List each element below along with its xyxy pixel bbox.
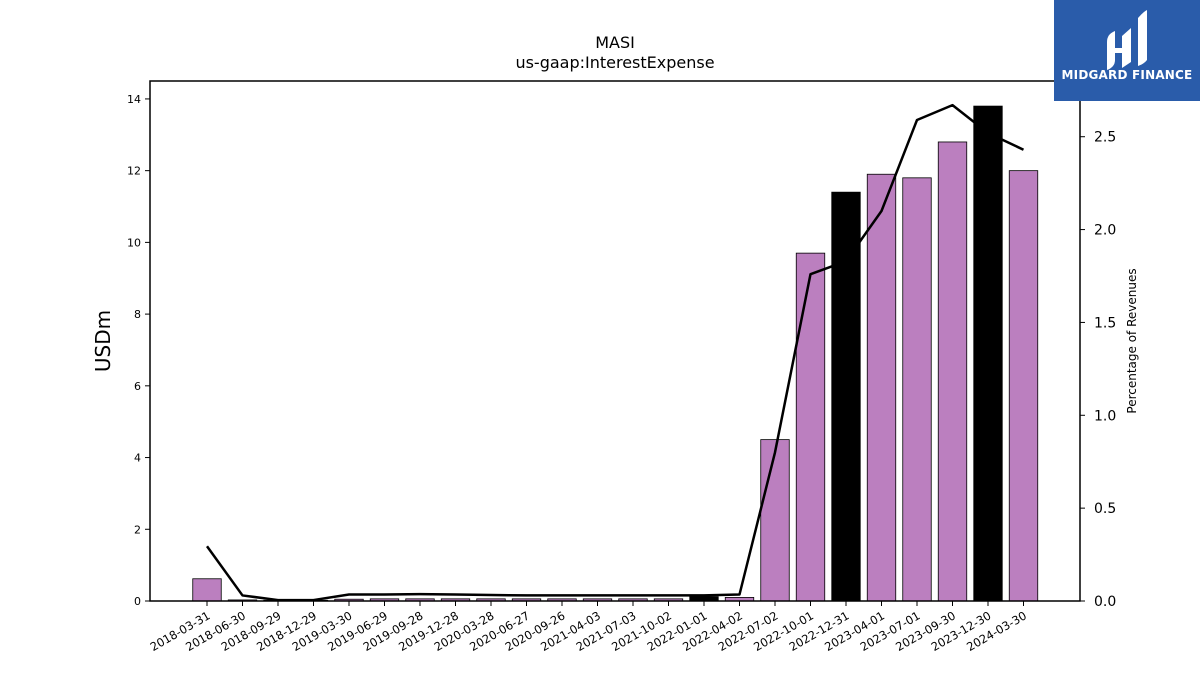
y2-tick-label: 0.0 <box>1094 594 1116 610</box>
y2-tick-label: 0.5 <box>1094 501 1116 517</box>
y2-tick-label: 2.5 <box>1094 130 1116 146</box>
y-tick-label: 6 <box>134 380 141 393</box>
series-line <box>205 103 1025 602</box>
chart-title: MASI <box>595 33 635 52</box>
plot-frame <box>149 80 1081 602</box>
bar <box>795 252 826 602</box>
brand-name: MIDGARD FINANCE <box>1061 68 1193 82</box>
y-tick-label: 14 <box>127 93 141 106</box>
bar <box>973 105 1003 602</box>
bar <box>831 191 861 602</box>
y-axis-ticks: 0 2 4 6 8 10 12 14 <box>127 93 150 608</box>
y2-tick-label: 1.0 <box>1094 408 1116 424</box>
y-tick-label: 10 <box>127 236 141 249</box>
bar <box>937 141 968 602</box>
y2-tick-label: 1.5 <box>1094 315 1116 331</box>
bar <box>1008 170 1039 602</box>
y-tick-label: 2 <box>134 523 141 536</box>
y2-axis-ticks: 0.0 0.5 1.0 1.5 2.0 2.5 <box>1080 130 1116 610</box>
brand-logo: MIDGARD FINANCE <box>1054 0 1200 101</box>
chart-subtitle: us-gaap:InterestExpense <box>515 53 714 72</box>
bar <box>760 439 790 602</box>
y-tick-label: 12 <box>127 165 141 178</box>
y-tick-label: 0 <box>134 595 141 608</box>
bar-series <box>192 105 1039 602</box>
x-axis-ticks: 2018-03-312018-06-302018-09-292018-12-29… <box>148 601 1029 654</box>
y-axis-label: USDm <box>91 310 115 372</box>
y2-tick-label: 2.0 <box>1094 223 1116 239</box>
bar <box>866 173 897 602</box>
bar <box>192 578 222 602</box>
y2-axis-label: Percentage of Revenues <box>1125 268 1139 413</box>
bar <box>902 177 932 602</box>
y-tick-label: 4 <box>134 452 141 465</box>
line-series <box>205 103 1025 602</box>
midgard-logo-icon <box>1107 10 1147 70</box>
y-tick-label: 8 <box>134 308 141 321</box>
